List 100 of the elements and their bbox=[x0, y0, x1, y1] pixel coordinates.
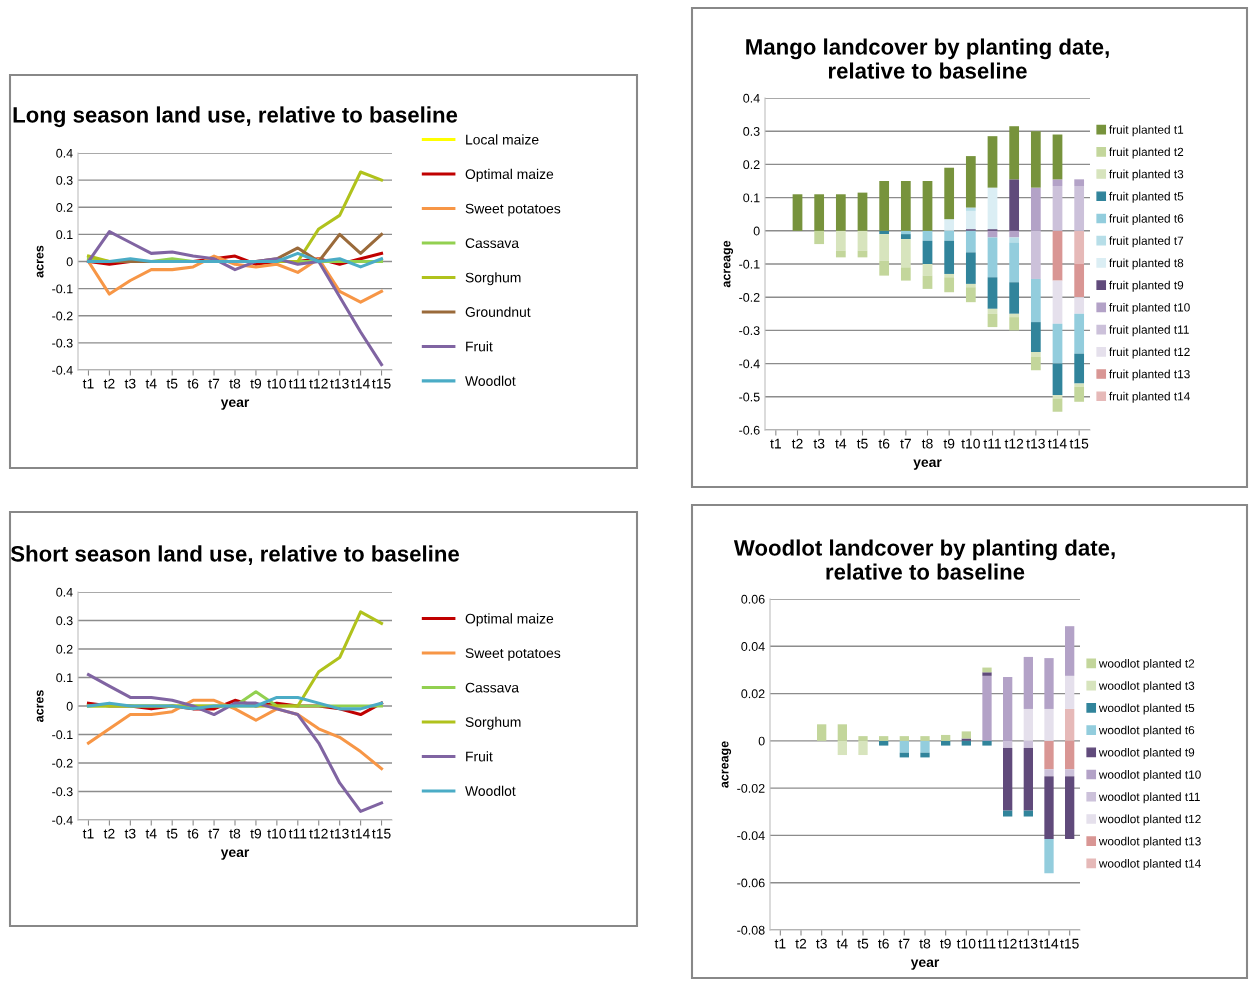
legend-label: woodlot planted t11 bbox=[1098, 792, 1200, 804]
bar bbox=[987, 313, 998, 328]
bar bbox=[1030, 230, 1041, 279]
x-tick-label: t10 bbox=[267, 828, 286, 839]
x-tick-label: t8 bbox=[919, 938, 931, 949]
legend-label: woodlot planted t9 bbox=[1098, 747, 1195, 759]
bar bbox=[1023, 747, 1033, 811]
y-tick-label: -0.1 bbox=[52, 284, 73, 294]
bar bbox=[1052, 230, 1063, 281]
bar bbox=[1065, 776, 1075, 839]
x-tick-label: t10 bbox=[956, 938, 976, 949]
legend-label: Sorghum bbox=[465, 716, 521, 730]
y-tick-label: 0.4 bbox=[56, 587, 73, 597]
legend-label: fruit planted t11 bbox=[1109, 325, 1189, 337]
bar bbox=[1044, 769, 1054, 777]
y-tick-label: 0 bbox=[66, 257, 73, 267]
x-tick-label: t3 bbox=[813, 438, 825, 449]
x-tick-label: t5 bbox=[857, 938, 869, 949]
legend-label: fruit planted t6 bbox=[1109, 214, 1184, 226]
x-tick-label: t6 bbox=[187, 828, 199, 839]
x-tick-label: t11 bbox=[288, 828, 307, 839]
bar bbox=[965, 230, 976, 253]
legend-label: woodlot planted t2 bbox=[1098, 659, 1195, 671]
bar bbox=[1074, 179, 1085, 186]
legend-label: fruit planted t7 bbox=[1109, 236, 1184, 248]
x-axis-title: year bbox=[220, 849, 250, 860]
x-tick-label: t9 bbox=[250, 828, 262, 839]
bar bbox=[982, 675, 992, 741]
bar bbox=[814, 230, 825, 245]
bar bbox=[961, 740, 971, 746]
bar bbox=[900, 267, 911, 281]
bar bbox=[961, 731, 971, 739]
x-tick-label: t6 bbox=[878, 938, 889, 949]
x-tick-label: t1 bbox=[82, 828, 94, 839]
bar bbox=[920, 752, 930, 758]
bar bbox=[900, 234, 911, 240]
x-tick-label: t15 bbox=[1069, 438, 1089, 449]
bar bbox=[1009, 230, 1020, 238]
bar bbox=[920, 736, 930, 741]
x-tick-label: t13 bbox=[330, 828, 349, 839]
bar bbox=[1030, 187, 1041, 231]
bar bbox=[1009, 282, 1020, 314]
bar bbox=[1009, 126, 1020, 180]
legend-label: woodlot planted t6 bbox=[1098, 725, 1195, 737]
bar bbox=[1030, 278, 1041, 323]
chart-title: Long season land use, relative to baseline bbox=[13, 106, 458, 128]
bar bbox=[1044, 708, 1054, 741]
bar bbox=[835, 194, 846, 231]
legend-label: woodlot planted t12 bbox=[1098, 814, 1201, 826]
bar bbox=[1023, 740, 1033, 748]
bar bbox=[922, 264, 933, 276]
x-tick-label: t12 bbox=[309, 378, 328, 389]
bar bbox=[944, 219, 955, 231]
bar bbox=[965, 283, 976, 288]
y-tick-label: -0.3 bbox=[739, 326, 760, 336]
y-tick-label: 0.4 bbox=[743, 93, 760, 103]
bar bbox=[1074, 383, 1085, 387]
y-tick-label: -0.4 bbox=[52, 815, 73, 825]
bar bbox=[944, 273, 955, 278]
bar bbox=[857, 230, 868, 251]
x-tick-label: t3 bbox=[124, 828, 136, 839]
y-axis-title: acres bbox=[36, 245, 44, 278]
x-axis-title: year bbox=[910, 959, 940, 970]
bar bbox=[879, 740, 889, 746]
bar bbox=[965, 156, 976, 208]
bar bbox=[1009, 317, 1020, 331]
x-tick-label: t13 bbox=[330, 378, 349, 389]
bar bbox=[1009, 237, 1020, 243]
y-tick-label: 0.2 bbox=[743, 160, 760, 170]
x-tick-label: t7 bbox=[898, 938, 910, 949]
legend-label: fruit planted t8 bbox=[1109, 258, 1184, 270]
bar bbox=[1003, 677, 1013, 741]
bar bbox=[817, 724, 827, 741]
legend-label: Woodlot bbox=[465, 785, 516, 796]
x-tick-label: t2 bbox=[103, 378, 115, 389]
x-tick-label: t12 bbox=[309, 828, 328, 839]
x-tick-label: t1 bbox=[770, 438, 781, 449]
bar bbox=[814, 194, 825, 231]
y-tick-label: -0.08 bbox=[737, 925, 765, 935]
legend-label: Sweet potatoes bbox=[465, 203, 561, 217]
bar bbox=[858, 740, 868, 756]
bar bbox=[1052, 323, 1063, 364]
x-tick-label: t2 bbox=[103, 828, 115, 839]
bar bbox=[1052, 185, 1063, 231]
x-tick-label: t5 bbox=[166, 378, 178, 389]
bar bbox=[1052, 280, 1063, 324]
x-tick-label: t8 bbox=[921, 438, 933, 449]
y-tick-label: -0.5 bbox=[739, 392, 760, 402]
bar bbox=[965, 287, 976, 303]
y-tick-label: 0.3 bbox=[743, 127, 760, 136]
x-tick-label: t4 bbox=[145, 378, 157, 389]
bar bbox=[1009, 313, 1020, 318]
bar bbox=[987, 308, 998, 314]
x-tick-label: t8 bbox=[229, 828, 241, 839]
y-tick-label: 0.3 bbox=[56, 175, 73, 185]
x-tick-label: t6 bbox=[187, 378, 199, 389]
bar bbox=[987, 187, 998, 230]
y-tick-label: -0.3 bbox=[52, 338, 73, 348]
y-tick-label: -0.02 bbox=[737, 783, 765, 793]
legend-label: woodlot planted t5 bbox=[1098, 703, 1195, 715]
